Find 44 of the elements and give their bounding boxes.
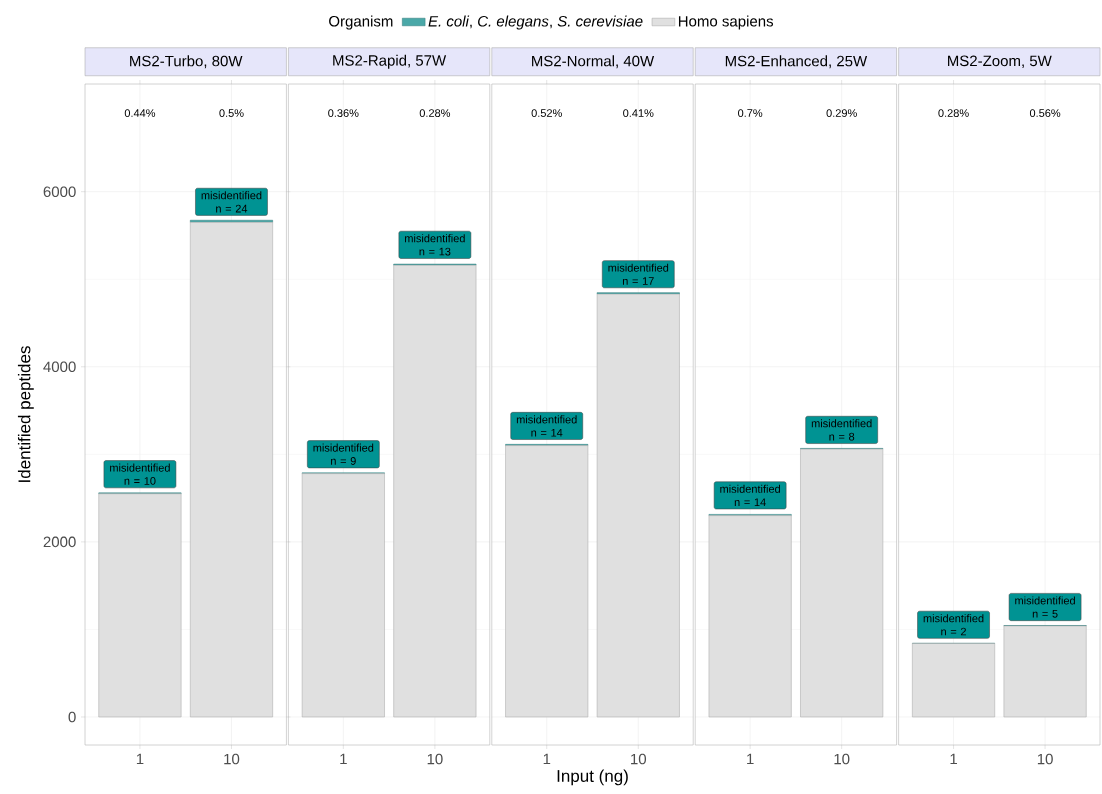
x-tick-label: 10 [834,753,850,765]
x-tick-label: 1 [136,753,144,765]
y-tick-label: 4000 [43,361,76,373]
chart-title: MS2-Enhanced, 25W [725,55,868,69]
chart-title: MS2-Zoom, 5W [948,55,1052,68]
annotation: 0.5% [219,109,244,117]
chart-title: MS2-Normal, 40W [532,55,655,69]
chart-title: MS2-Turbo, 80W [130,55,243,69]
annotation: 0.56% [1029,109,1061,117]
x-tick-label: 1 [340,753,347,765]
annotation: 0.7% [738,109,763,117]
x-tick-label: 1 [747,753,754,765]
annotation: 0.28% [419,109,451,117]
x-tick-label: 1 [950,753,957,765]
annotation: 0.36% [328,109,359,117]
y-axis-title: Identified peptides [17,346,34,482]
annotation: 0.28% [938,109,969,117]
annotation: misidentified n = 14 [720,484,780,506]
x-tick-label: 10 [224,753,240,765]
legend-label: Homo sapiens [678,15,774,30]
x-tick-label: 10 [631,753,647,765]
x-axis-title: Input (ng) [557,769,628,786]
annotation: misidentified n = 17 [608,263,669,285]
annotation: misidentified n = 5 [1015,596,1075,618]
y-tick-label: 2000 [43,536,76,548]
annotation: misidentified n = 8 [811,419,872,441]
x-tick-label: 10 [1037,753,1053,765]
y-tick-label: 6000 [43,186,76,197]
annotation: misidentified n = 10 [110,463,170,485]
y-tick-label: 0 [68,711,76,723]
annotation: misidentified n = 2 [923,614,984,636]
annotation: 0.44% [124,109,156,117]
annotation: misidentified n = 13 [405,234,465,256]
annotation: 0.29% [826,109,857,117]
legend-title: Organism [329,15,393,30]
annotation: 0.41% [623,109,654,117]
x-tick-label: 10 [427,753,443,765]
annotation: misidentified n = 14 [516,415,577,437]
annotation: 0.52% [531,109,562,117]
x-tick-label: 1 [543,753,551,765]
legend-label: E. coli, C. elegans, S. cerevisiae [428,15,643,30]
chart-title: MS2-Rapid, 57W [333,54,447,69]
annotation: misidentified n = 9 [313,443,374,465]
annotation: misidentified n = 24 [201,191,262,213]
